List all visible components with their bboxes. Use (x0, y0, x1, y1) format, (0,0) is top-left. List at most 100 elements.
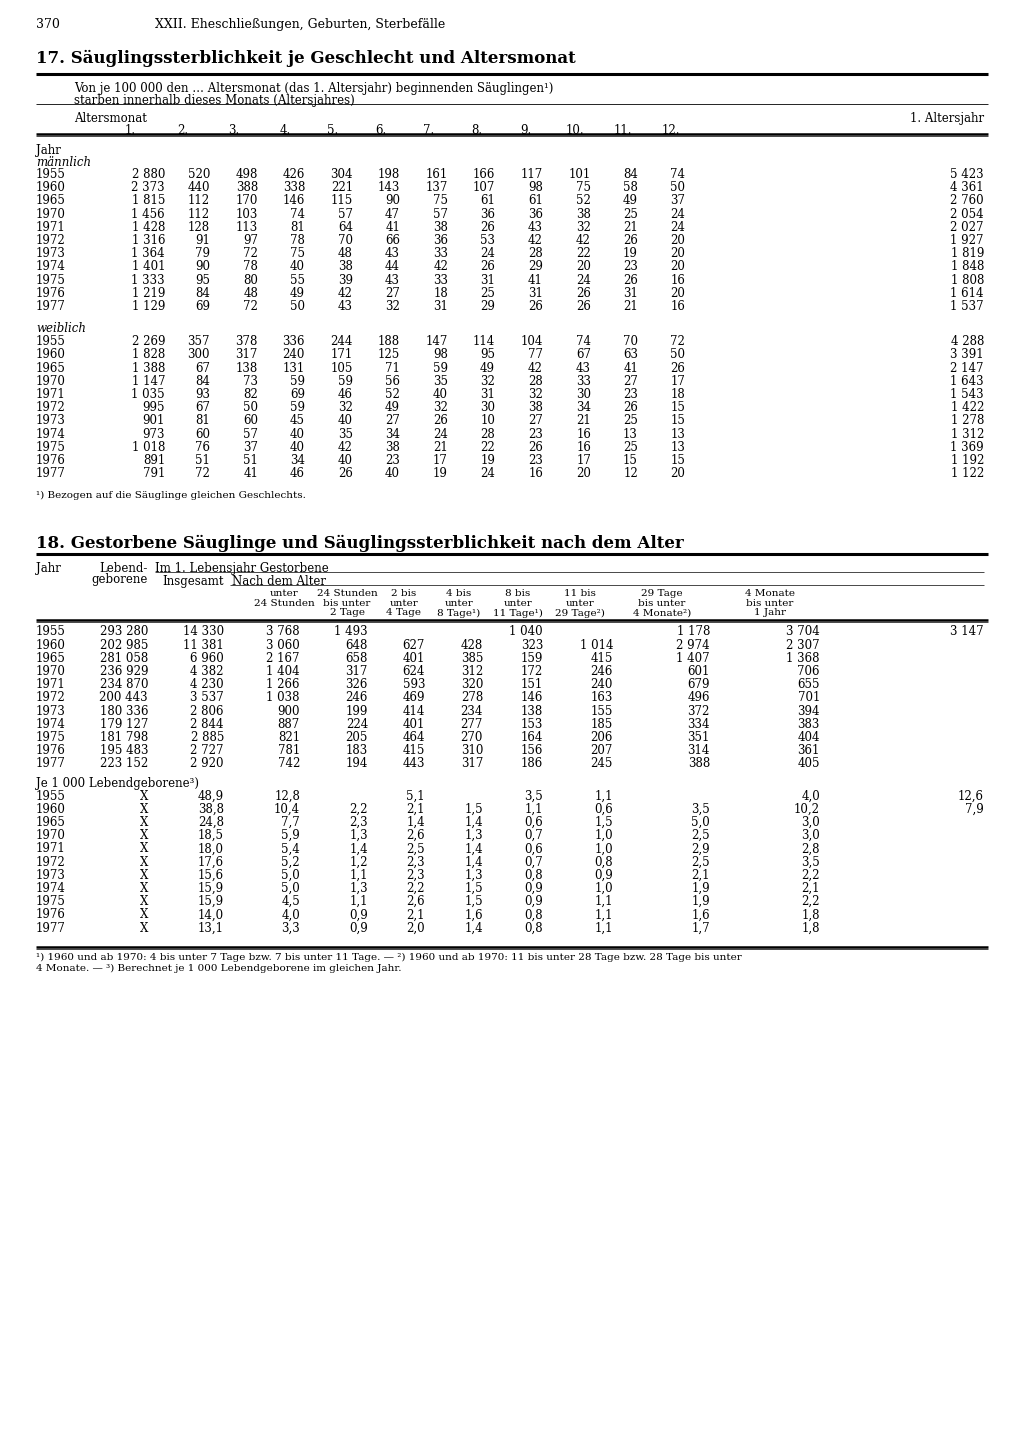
Text: 20: 20 (670, 248, 685, 261)
Text: 338: 338 (283, 181, 305, 194)
Text: 234 870: 234 870 (99, 678, 148, 692)
Text: 90: 90 (385, 195, 400, 207)
Text: 59: 59 (433, 361, 449, 374)
Text: 33: 33 (433, 248, 449, 261)
Text: 7,7: 7,7 (282, 815, 300, 828)
Text: 464: 464 (402, 731, 425, 744)
Text: 32: 32 (480, 374, 495, 387)
Text: 1972: 1972 (36, 234, 66, 248)
Text: 901: 901 (142, 415, 165, 428)
Text: 125: 125 (378, 348, 400, 361)
Text: 8.: 8. (471, 124, 482, 137)
Text: 31: 31 (480, 387, 495, 400)
Text: 648: 648 (346, 639, 368, 652)
Text: 2 147: 2 147 (950, 361, 984, 374)
Text: 17: 17 (577, 454, 591, 467)
Text: bis unter: bis unter (746, 598, 794, 609)
Text: 15: 15 (670, 454, 685, 467)
Text: 198: 198 (378, 167, 400, 181)
Text: 2 269: 2 269 (131, 335, 165, 348)
Text: 114: 114 (473, 335, 495, 348)
Text: 1 278: 1 278 (950, 415, 984, 428)
Text: X: X (139, 909, 148, 922)
Text: 2 974: 2 974 (677, 639, 710, 652)
Text: 40: 40 (290, 261, 305, 274)
Text: 6 960: 6 960 (190, 652, 224, 665)
Text: 37: 37 (670, 195, 685, 207)
Text: 21: 21 (433, 441, 449, 454)
Text: 95: 95 (480, 348, 495, 361)
Text: 1972: 1972 (36, 692, 66, 705)
Text: 240: 240 (283, 348, 305, 361)
Text: 26: 26 (528, 441, 543, 454)
Text: 1975: 1975 (36, 731, 66, 744)
Text: 405: 405 (798, 757, 820, 770)
Text: 2 760: 2 760 (950, 195, 984, 207)
Text: 1 147: 1 147 (131, 374, 165, 387)
Text: 3 147: 3 147 (950, 626, 984, 638)
Text: 1955: 1955 (36, 626, 66, 638)
Text: 23: 23 (385, 454, 400, 467)
Text: ¹) 1960 und ab 1970: 4 bis unter 7 Tage bzw. 7 bis unter 11 Tage. — ²) 1960 und : ¹) 1960 und ab 1970: 4 bis unter 7 Tage … (36, 952, 741, 962)
Text: 36: 36 (433, 234, 449, 248)
Text: 2 Tage: 2 Tage (330, 609, 365, 617)
Text: 36: 36 (528, 208, 543, 221)
Text: 1 040: 1 040 (509, 626, 543, 638)
Text: X: X (139, 922, 148, 935)
Text: 1 018: 1 018 (132, 441, 165, 454)
Text: 16: 16 (670, 300, 685, 313)
Text: 90: 90 (195, 261, 210, 274)
Text: 18,5: 18,5 (198, 830, 224, 842)
Text: 21: 21 (577, 415, 591, 428)
Text: 59: 59 (290, 374, 305, 387)
Text: 1974: 1974 (36, 261, 66, 274)
Text: 146: 146 (520, 692, 543, 705)
Text: 16: 16 (670, 274, 685, 287)
Text: 1955: 1955 (36, 167, 66, 181)
Text: 1965: 1965 (36, 361, 66, 374)
Text: 46: 46 (290, 467, 305, 480)
Text: 224: 224 (346, 718, 368, 731)
Text: 1,3: 1,3 (464, 830, 483, 842)
Text: 361: 361 (798, 744, 820, 757)
Text: 1,1: 1,1 (595, 789, 613, 802)
Text: 624: 624 (402, 665, 425, 678)
Text: 1 819: 1 819 (950, 248, 984, 261)
Text: 63: 63 (623, 348, 638, 361)
Text: 742: 742 (278, 757, 300, 770)
Text: 1,8: 1,8 (802, 909, 820, 922)
Text: 10,4: 10,4 (273, 802, 300, 815)
Text: 601: 601 (688, 665, 710, 678)
Text: Jahr: Jahr (36, 144, 60, 157)
Text: 163: 163 (591, 692, 613, 705)
Text: 2,2: 2,2 (802, 895, 820, 909)
Text: 1 815: 1 815 (132, 195, 165, 207)
Text: 3,5: 3,5 (801, 856, 820, 869)
Text: 4,5: 4,5 (282, 895, 300, 909)
Text: 40: 40 (290, 428, 305, 441)
Text: 74: 74 (670, 167, 685, 181)
Text: 27: 27 (624, 374, 638, 387)
Text: 58: 58 (624, 181, 638, 194)
Text: 1,4: 1,4 (464, 815, 483, 828)
Text: 317: 317 (461, 757, 483, 770)
Text: 357: 357 (187, 335, 210, 348)
Text: 34: 34 (290, 454, 305, 467)
Text: 334: 334 (687, 718, 710, 731)
Text: 3 537: 3 537 (190, 692, 224, 705)
Text: 93: 93 (195, 387, 210, 400)
Text: 1 614: 1 614 (950, 287, 984, 300)
Text: 71: 71 (385, 361, 400, 374)
Text: 38: 38 (577, 208, 591, 221)
Text: 26: 26 (624, 402, 638, 414)
Text: 900: 900 (278, 705, 300, 718)
Text: 1,5: 1,5 (464, 802, 483, 815)
Text: 655: 655 (798, 678, 820, 692)
Text: 101: 101 (568, 167, 591, 181)
Text: 27: 27 (528, 415, 543, 428)
Text: 35: 35 (433, 374, 449, 387)
Text: 1971: 1971 (36, 843, 66, 855)
Text: 1,6: 1,6 (464, 909, 483, 922)
Text: 70: 70 (338, 234, 353, 248)
Text: 21: 21 (624, 300, 638, 313)
